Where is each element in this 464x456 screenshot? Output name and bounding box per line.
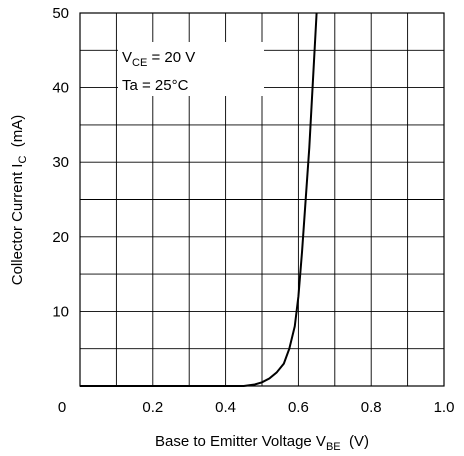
y-tick-label: 50 bbox=[52, 5, 69, 22]
x-tick-label: 0 bbox=[58, 399, 66, 416]
y-tick-label: 10 bbox=[52, 303, 69, 320]
ic-vbe-curve bbox=[80, 12, 318, 387]
y-axis-label: Collector Current IC (mA) bbox=[9, 115, 29, 286]
x-axis-label: Base to Emitter Voltage VBE (V) bbox=[155, 433, 369, 453]
x-tick-label: 1.0 bbox=[434, 399, 455, 416]
y-tick-label: 40 bbox=[52, 80, 69, 97]
tick-labels: 0 0.2 0.4 0.6 0.8 1.0 10 20 30 40 50 bbox=[52, 5, 454, 416]
annotation-background bbox=[118, 42, 264, 96]
ta-annotation: Ta = 25°C bbox=[122, 77, 189, 94]
vce-annotation: VCE = 20 V bbox=[122, 49, 195, 69]
plot-frame bbox=[79, 12, 445, 387]
x-tick-label: 0.8 bbox=[361, 399, 382, 416]
x-tick-label: 0.2 bbox=[142, 399, 163, 416]
y-tick-label: 20 bbox=[52, 229, 69, 246]
y-tick-label: 30 bbox=[52, 154, 69, 171]
x-tick-label: 0.6 bbox=[288, 399, 309, 416]
x-tick-label: 0.4 bbox=[215, 399, 236, 416]
series-layer bbox=[80, 12, 318, 387]
